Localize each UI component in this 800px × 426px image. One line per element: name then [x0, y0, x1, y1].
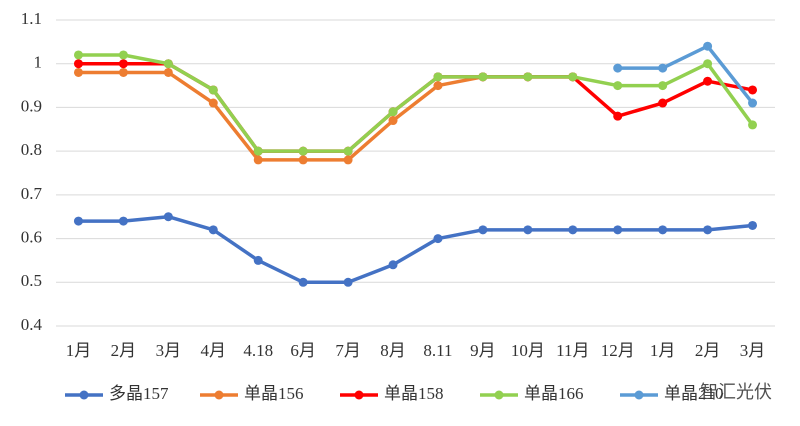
x-tick-label: 8.11 — [423, 341, 452, 360]
x-tick-label: 4.18 — [243, 341, 273, 360]
x-tick-label: 1月 — [650, 341, 676, 360]
x-tick-label: 7月 — [335, 341, 361, 360]
x-tick-label: 8月 — [380, 341, 406, 360]
legend-marker — [494, 390, 504, 400]
y-tick-label: 0.5 — [21, 271, 42, 290]
point — [163, 212, 173, 222]
point — [118, 67, 128, 77]
point — [658, 98, 668, 108]
point — [73, 216, 83, 226]
point — [118, 59, 128, 69]
point — [523, 72, 533, 82]
x-tick-label: 4月 — [201, 341, 227, 360]
point — [523, 225, 533, 235]
x-tick-label: 10月 — [511, 341, 545, 360]
point — [613, 111, 623, 121]
y-tick-label: 0.9 — [21, 96, 42, 115]
point — [208, 85, 218, 95]
point — [253, 146, 263, 156]
series-line — [617, 44, 754, 105]
point — [433, 234, 443, 244]
point — [163, 59, 173, 69]
point — [388, 260, 398, 270]
legend-marker — [634, 390, 644, 400]
point — [703, 59, 713, 69]
point — [343, 277, 353, 287]
point — [73, 50, 83, 60]
y-tick-label: 0.7 — [21, 184, 43, 203]
series-line — [78, 70, 573, 162]
point — [208, 98, 218, 108]
point — [748, 120, 758, 130]
point — [748, 220, 758, 230]
x-tick-label: 9月 — [470, 341, 496, 360]
point — [208, 225, 218, 235]
point — [73, 67, 83, 77]
legend-label: 单晶210 — [664, 384, 724, 403]
x-tick-label: 3月 — [740, 341, 766, 360]
point — [703, 41, 713, 51]
x-tick-label: 11月 — [556, 341, 589, 360]
y-tick-label: 0.6 — [21, 227, 42, 246]
point — [253, 255, 263, 265]
point — [658, 63, 668, 73]
y-tick-label: 1.1 — [21, 9, 42, 28]
point — [703, 225, 713, 235]
y-tick-label: 0.4 — [21, 315, 43, 334]
legend-label: 多晶157 — [109, 384, 169, 403]
point — [433, 72, 443, 82]
point — [613, 225, 623, 235]
x-tick-label: 6月 — [290, 341, 316, 360]
point — [658, 225, 668, 235]
x-tick-label: 3月 — [156, 341, 182, 360]
point — [343, 155, 353, 165]
point — [298, 155, 308, 165]
point — [658, 81, 668, 91]
legend-label: 单晶158 — [384, 384, 444, 403]
point — [118, 50, 128, 60]
point — [118, 216, 128, 226]
point — [433, 81, 443, 91]
point — [613, 81, 623, 91]
point — [253, 155, 263, 165]
legend-label: 单晶156 — [244, 384, 304, 403]
point — [478, 72, 488, 82]
legend-label: 单晶166 — [524, 384, 584, 403]
point — [478, 225, 488, 235]
point — [613, 63, 623, 73]
legend-marker — [214, 390, 224, 400]
legend-marker — [79, 390, 89, 400]
x-tick-label: 1月 — [66, 341, 92, 360]
legend-marker — [354, 390, 364, 400]
point — [568, 72, 578, 82]
point — [73, 59, 83, 69]
series-line — [78, 53, 754, 153]
y-tick-label: 0.8 — [21, 140, 42, 159]
point — [568, 225, 578, 235]
x-tick-label: 2月 — [695, 341, 721, 360]
point — [298, 146, 308, 156]
point — [748, 98, 758, 108]
x-tick-label: 12月 — [601, 341, 635, 360]
point — [298, 277, 308, 287]
point — [388, 107, 398, 117]
series-line — [78, 214, 753, 285]
point — [163, 67, 173, 77]
x-tick-label: 2月 — [111, 341, 137, 360]
point — [703, 76, 713, 86]
point — [343, 146, 353, 156]
watermark: 智汇光伏 — [700, 382, 772, 403]
y-tick-label: 1 — [34, 53, 43, 72]
point — [388, 116, 398, 126]
point — [748, 85, 758, 95]
